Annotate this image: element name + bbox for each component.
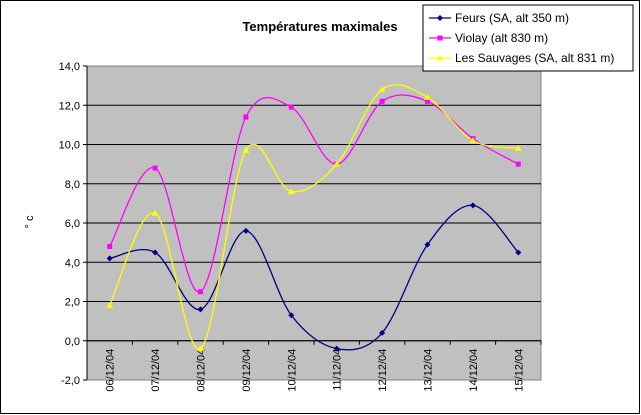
- legend-marker: [437, 35, 443, 41]
- data-point: [106, 301, 114, 308]
- data-point: [333, 160, 341, 167]
- data-point: [198, 289, 203, 295]
- legend-marker: [436, 54, 444, 61]
- data-point: [424, 93, 431, 100]
- series-line: [109, 84, 519, 350]
- data-point: [287, 188, 295, 195]
- y-tick-label: 2,0: [65, 297, 80, 309]
- y-tick-label: 0,0: [65, 336, 80, 348]
- y-axis-label: ° c: [24, 215, 36, 228]
- data-point: [242, 146, 250, 153]
- data-point: [469, 202, 476, 209]
- legend-item: Violay (alt 830 m): [429, 31, 548, 45]
- data-point: [515, 249, 522, 256]
- x-tick-label: 06/12/04: [105, 349, 117, 392]
- legend: [422, 4, 634, 72]
- y-tick-label: 6,0: [65, 218, 80, 230]
- series-line: [109, 204, 519, 351]
- legend-label: Les Sauvages (SA, alt 831 m): [455, 51, 614, 65]
- data-point: [243, 114, 249, 120]
- x-tick-label: 08/12/04: [196, 349, 208, 392]
- data-point: [288, 104, 294, 110]
- data-point: [197, 306, 204, 313]
- data-point: [378, 86, 386, 93]
- series-3: [106, 84, 522, 352]
- x-tick-label: 09/12/04: [241, 349, 253, 392]
- data-point: [469, 137, 477, 144]
- data-point: [106, 255, 113, 262]
- x-tick-label: 07/12/04: [150, 349, 162, 392]
- data-point: [152, 165, 158, 171]
- x-tick-label: 14/12/04: [468, 349, 480, 392]
- y-tick-label: 8,0: [65, 179, 80, 191]
- data-point: [197, 345, 204, 352]
- data-point: [379, 98, 385, 104]
- y-tick-label: 4,0: [65, 257, 80, 269]
- chart-title: Températures maximales: [242, 19, 397, 34]
- data-point: [151, 209, 159, 216]
- x-tick-label: 12/12/04: [377, 349, 389, 392]
- legend-item: Les Sauvages (SA, alt 831 m): [429, 51, 614, 65]
- data-point: [152, 249, 159, 256]
- y-tick-label: 12,0: [59, 100, 80, 112]
- y-tick-label: 14,0: [59, 61, 80, 73]
- legend-item: Feurs (SA, alt 350 m): [429, 11, 569, 25]
- legend-label: Violay (alt 830 m): [455, 31, 548, 45]
- legend-label: Feurs (SA, alt 350 m): [455, 11, 569, 25]
- x-tick-label: 15/12/04: [513, 349, 525, 392]
- x-tick-label: 11/12/04: [332, 349, 344, 391]
- y-tick-label: -2,0: [61, 375, 80, 387]
- data-point: [107, 244, 113, 250]
- x-tick-label: 10/12/04: [286, 349, 298, 392]
- data-point: [288, 312, 295, 319]
- data-point: [242, 227, 249, 234]
- data-point: [514, 144, 522, 151]
- series-1: [106, 202, 522, 352]
- legend-marker: [437, 15, 443, 21]
- y-tick-label: 10,0: [59, 140, 80, 152]
- x-tick-label: 13/12/04: [423, 349, 435, 392]
- data-point: [379, 329, 386, 336]
- data-point: [425, 98, 430, 104]
- data-point: [515, 161, 521, 167]
- data-point: [333, 345, 340, 352]
- data-point: [424, 241, 431, 248]
